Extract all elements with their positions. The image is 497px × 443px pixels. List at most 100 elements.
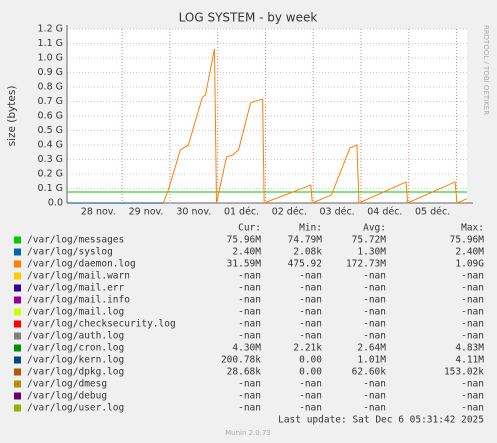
legend-swatch xyxy=(14,320,21,328)
legend-stat: -nan xyxy=(299,331,322,342)
footer: Munin 2.0.73 xyxy=(225,429,271,437)
legend-header: Max: xyxy=(461,223,484,234)
y-tick-label: 0.3 G xyxy=(38,154,64,165)
legend-stat: 200.78k xyxy=(221,355,261,366)
legend-stat: -nan xyxy=(238,391,261,402)
legend-stat: -nan xyxy=(299,379,322,390)
legend-stat: 2.08k xyxy=(293,247,322,258)
legend-header: Avg: xyxy=(363,223,386,234)
legend-label: /var/log/mail.warn xyxy=(27,271,130,282)
x-tick-label: 01 déc. xyxy=(224,207,259,218)
chart-title: LOG SYSTEM - by week xyxy=(179,11,318,25)
legend-stat: -nan xyxy=(238,271,261,282)
x-tick-label: 05 déc. xyxy=(415,207,450,218)
legend-label: /var/log/user.log xyxy=(27,403,124,414)
legend-header: Cur: xyxy=(238,223,261,234)
legend-stat: 28.68k xyxy=(227,367,262,378)
legend-label: /var/log/mail.info xyxy=(27,295,130,306)
y-axis-label: size (bytes) xyxy=(6,86,18,147)
legend-stat: -nan xyxy=(461,271,484,282)
legend-stat: -nan xyxy=(238,319,261,330)
legend-stat: 74.79M xyxy=(288,235,323,246)
x-tick-label: 30 nov. xyxy=(176,207,211,218)
y-tick-label: 0.6 G xyxy=(38,111,64,122)
legend-label: /var/log/mail.err xyxy=(27,283,125,294)
legend-label: /var/log/dmesg xyxy=(27,379,107,390)
y-tick-label: 1.0 G xyxy=(38,53,64,64)
legend-stat: 1.01M xyxy=(357,355,386,366)
x-tick-label: 02 déc. xyxy=(272,207,307,218)
x-tick-label: 28 nov. xyxy=(81,207,116,218)
legend-stat: -nan xyxy=(363,379,386,390)
legend-swatch xyxy=(14,308,21,316)
legend-swatch xyxy=(14,380,21,388)
last-update: Last update: Sat Dec 6 05:31:42 2025 xyxy=(278,415,484,426)
legend-stat: 153.02k xyxy=(444,367,484,378)
y-tick-label: 0.0 xyxy=(48,198,63,209)
legend-label: /var/log/mail.log xyxy=(27,307,124,318)
legend-stat: -nan xyxy=(461,295,484,306)
legend-label: /var/log/messages xyxy=(27,235,124,246)
legend-stat: -nan xyxy=(299,283,322,294)
legend-stat: -nan xyxy=(299,295,322,306)
legend-stat: 75.72M xyxy=(352,235,387,246)
legend-label: /var/log/kern.log xyxy=(27,355,124,366)
y-tick-label: 0.8 G xyxy=(38,82,64,93)
legend-stat: 0.00 xyxy=(299,367,322,378)
legend-swatch xyxy=(14,368,21,376)
legend-label: /var/log/dpkg.log xyxy=(27,367,124,378)
legend-stat: -nan xyxy=(461,319,484,330)
legend-stat: -nan xyxy=(299,391,322,402)
y-tick-label: 0.4 G xyxy=(38,140,64,151)
legend-stat: -nan xyxy=(238,403,261,414)
legend-stat: 1.30M xyxy=(357,247,386,258)
legend-stat: -nan xyxy=(238,307,261,318)
legend-swatch xyxy=(14,392,21,400)
legend-stat: 75.96M xyxy=(227,235,262,246)
legend-stat: 0.00 xyxy=(299,355,322,366)
legend-label: /var/log/checksecurity.log xyxy=(27,319,176,330)
series-line xyxy=(162,48,468,204)
legend-stat: 4.30M xyxy=(232,343,261,354)
y-tick-label: 0.1 G xyxy=(38,183,64,194)
legend-label: /var/log/cron.log xyxy=(27,343,124,354)
legend-stat: 75.96M xyxy=(450,235,485,246)
legend-stat: -nan xyxy=(363,319,386,330)
legend-stat: 2.64M xyxy=(357,343,386,354)
legend-stat: -nan xyxy=(363,403,386,414)
legend-stat: -nan xyxy=(299,271,322,282)
legend-stat: 475.92 xyxy=(288,259,322,270)
x-tick-label: 29 nov. xyxy=(129,207,164,218)
legend-swatch xyxy=(14,296,21,304)
y-tick-label: 0.2 G xyxy=(38,169,64,180)
legend-stat: -nan xyxy=(461,283,484,294)
legend-stat: 2.40M xyxy=(232,247,261,258)
legend-stat: -nan xyxy=(461,331,484,342)
legend-stat: -nan xyxy=(299,319,322,330)
legend-stat: 4.83M xyxy=(455,343,484,354)
legend-stat: -nan xyxy=(238,331,261,342)
legend-stat: -nan xyxy=(363,391,386,402)
legend-stat: -nan xyxy=(461,307,484,318)
legend-stat: -nan xyxy=(461,379,484,390)
legend-swatch xyxy=(14,404,21,412)
legend-label: /var/log/daemon.log xyxy=(27,259,136,270)
y-tick-label: 1.1 G xyxy=(38,38,64,49)
legend-stat: -nan xyxy=(461,403,484,414)
legend-stat: 1.09G xyxy=(455,259,484,270)
legend-stat: -nan xyxy=(363,295,386,306)
y-tick-label: 1.2 G xyxy=(38,24,64,35)
legend-swatch xyxy=(14,356,21,364)
legend-stat: -nan xyxy=(299,307,322,318)
legend-stat: -nan xyxy=(238,295,261,306)
x-tick-label: 04 déc. xyxy=(367,207,402,218)
y-tick-label: 0.5 G xyxy=(38,125,64,136)
legend-stat: 2.21k xyxy=(293,343,322,354)
legend-swatch xyxy=(14,248,21,256)
legend-label: /var/log/debug xyxy=(27,391,107,402)
legend-stat: 31.59M xyxy=(227,259,262,270)
legend-stat: -nan xyxy=(363,283,386,294)
y-tick-label: 0.7 G xyxy=(38,96,64,107)
legend-stat: -nan xyxy=(299,403,322,414)
